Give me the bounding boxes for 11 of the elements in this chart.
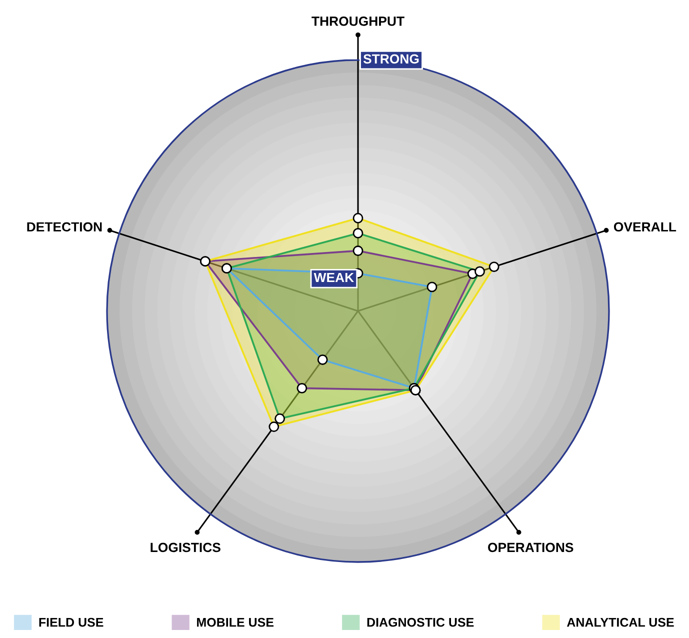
- spoke-label: OVERALL: [614, 222, 676, 232]
- spoke-label: DETECTION: [27, 222, 102, 232]
- legend-label: ANALYTICAL USE: [566, 618, 674, 627]
- legend-label: FIELD USE: [39, 618, 104, 627]
- spoke-label: OPERATIONS: [488, 542, 574, 552]
- spoke-label: THROUGHPUT: [312, 16, 404, 26]
- spoke-label: LOGISTICS: [150, 542, 220, 552]
- text: WEAK: [314, 272, 354, 282]
- legend-label: MOBILE USE: [197, 618, 274, 627]
- text: STRONG: [363, 54, 419, 64]
- legend-label: DIAGNOSTIC USE: [367, 618, 474, 627]
